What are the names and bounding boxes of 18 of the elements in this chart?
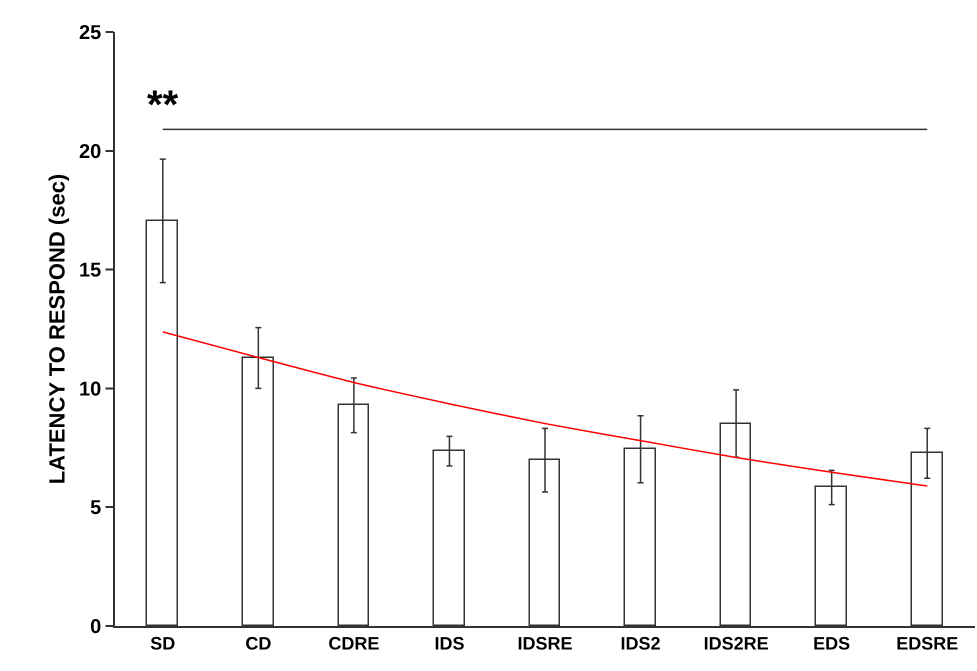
x-tick-label: SD (150, 633, 176, 654)
y-tick-label: 25 (79, 22, 102, 44)
y-tick-label: 0 (90, 616, 102, 638)
ref-line-label: ** (147, 83, 179, 127)
y-tick-label: 15 (79, 260, 102, 282)
line-series (162, 331, 928, 487)
y-tick-label: 20 (79, 140, 102, 163)
x-tick-label: EDSRE (896, 633, 958, 654)
x-tick-label: EDS (813, 633, 850, 654)
y-axis-title: LATENCY TO RESPOND (sec) (44, 174, 70, 484)
y-tick-label: 10 (79, 378, 102, 400)
x-tick-label: IDS2 (620, 633, 661, 654)
x-tick-label: IDS (434, 633, 464, 654)
y-tick-label: 5 (90, 497, 102, 520)
x-tick-label: IDS2RE (704, 633, 769, 654)
x-tick-label: IDSRE (517, 633, 573, 654)
x-tick-label: CD (245, 633, 272, 654)
x-tick-label: CDRE (328, 633, 380, 654)
